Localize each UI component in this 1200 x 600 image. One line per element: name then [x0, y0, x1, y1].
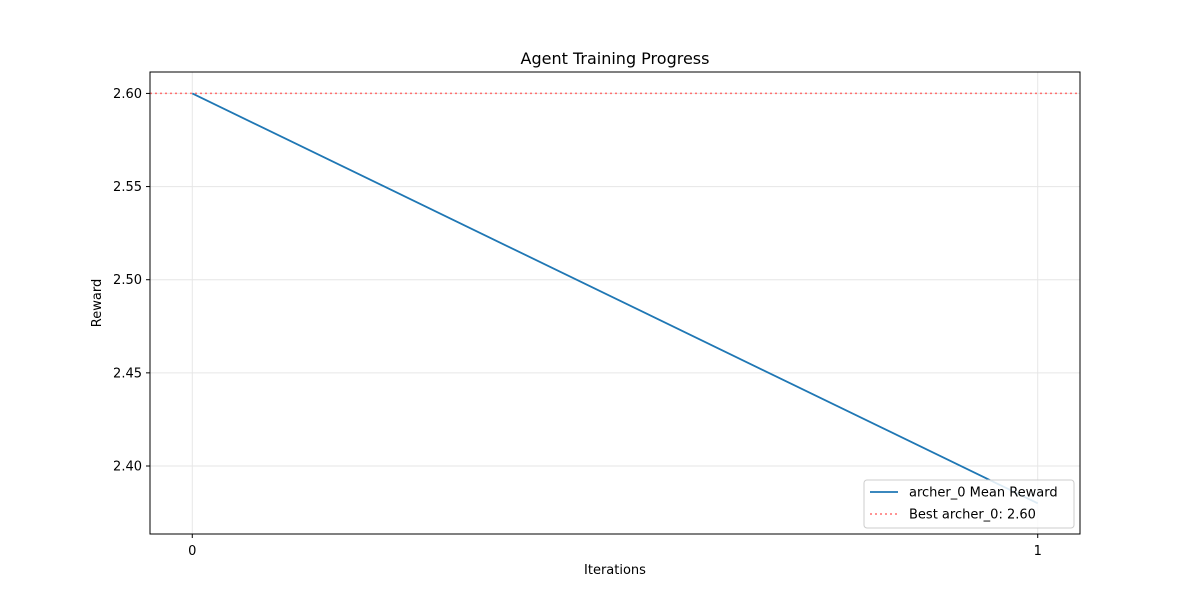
y-tick-label: 2.55	[113, 180, 142, 195]
y-axis-ticks: 2.40 2.45 2.50 2.55 2.60	[113, 87, 150, 475]
y-tick-label: 2.45	[113, 366, 142, 381]
grid-lines	[150, 72, 1080, 534]
legend-entry-best-reward-label: Best archer_0: 2.60	[909, 508, 1036, 523]
x-axis-title: Iterations	[584, 563, 646, 578]
y-axis-title: Reward	[90, 279, 105, 327]
y-tick-label: 2.60	[113, 87, 142, 102]
legend-entry-mean-reward-label: archer_0 Mean Reward	[909, 486, 1058, 501]
mean-reward-line	[191, 92, 1039, 505]
legend: archer_0 Mean Reward Best archer_0: 2.60	[863, 479, 1075, 529]
x-tick-label: 0	[188, 544, 196, 559]
chart-title: Agent Training Progress	[521, 49, 710, 68]
legend-box	[863, 479, 1075, 529]
y-tick-label: 2.40	[113, 460, 142, 475]
plot-frame	[149, 71, 1081, 535]
series-lines	[191, 92, 1039, 505]
y-tick-label: 2.50	[113, 273, 142, 288]
x-tick-label: 1	[1034, 544, 1042, 559]
